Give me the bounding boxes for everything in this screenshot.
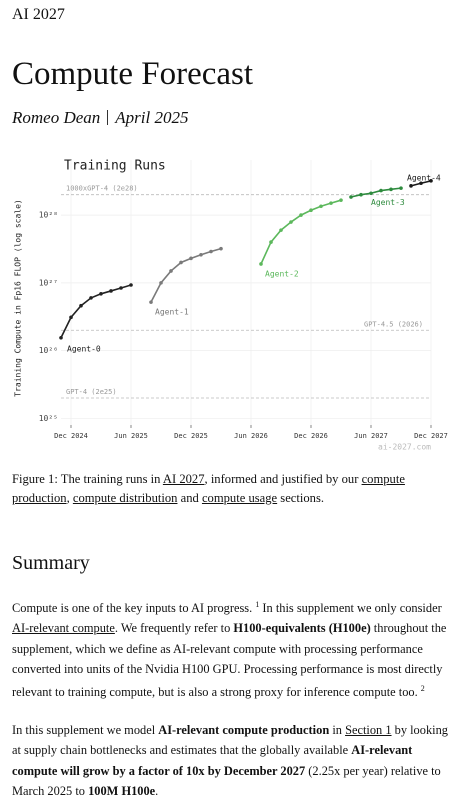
link[interactable]: compute usage: [201, 491, 278, 505]
series-label: Agent-3: [371, 198, 405, 207]
data-point: [189, 256, 193, 261]
x-tick-label: Jun 2025: [114, 432, 148, 440]
reference-label: GPT-4.5 (2026): [364, 320, 423, 328]
text-run[interactable]: 2: [420, 684, 425, 694]
data-point: [399, 186, 403, 190]
data-point: [359, 192, 363, 197]
series-label: Agent-1: [155, 308, 189, 317]
link[interactable]: Section 1: [345, 723, 392, 737]
x-tick-label: Jun 2026: [234, 432, 268, 440]
data-point: [389, 187, 393, 192]
chart-title: Training Runs: [64, 159, 166, 174]
series-line: [150, 247, 222, 303]
data-point: [129, 283, 133, 287]
data-point: [169, 269, 173, 273]
figure-caption: Figure 1: The training runs in AI 2027, …: [12, 470, 448, 508]
text-run: 100M H100e: [88, 783, 156, 798]
data-point: [69, 315, 73, 320]
data-point: [409, 184, 413, 188]
data-point: [259, 262, 263, 266]
y-tick-label: 10²⁵: [39, 414, 58, 423]
data-point: [209, 249, 213, 254]
paragraph: In this supplement we model AI-relevant …: [12, 720, 448, 801]
data-point: [59, 335, 63, 340]
text-run: Figure 1: The training runs in: [12, 472, 163, 486]
data-point: [299, 213, 303, 217]
data-point: [269, 240, 273, 244]
date: April 2025: [115, 108, 189, 127]
data-point: [419, 181, 423, 186]
text-run: In this supplement we model: [12, 723, 159, 737]
text-run: In this supplement we only consider: [259, 601, 442, 616]
series-line: [260, 199, 342, 265]
data-point: [379, 188, 383, 193]
data-point: [79, 303, 83, 308]
x-tick-label: Dec 2027: [414, 432, 448, 440]
text-run: and: [177, 491, 202, 505]
data-point: [329, 201, 333, 205]
data-point: [149, 300, 153, 304]
reference-label: 1000xGPT-4 (2e28): [66, 185, 138, 193]
data-point: [339, 198, 343, 202]
y-tick-label: 10²⁷: [39, 278, 58, 287]
data-point: [99, 291, 103, 296]
text-run: .: [155, 783, 159, 798]
data-point: [119, 286, 123, 290]
x-tick-label: Jun 2027: [354, 432, 388, 440]
link[interactable]: compute distribution: [72, 491, 178, 505]
x-tick-label: Dec 2026: [294, 432, 328, 440]
series-label: Agent-0: [67, 344, 101, 353]
data-point: [369, 191, 373, 196]
data-point: [279, 228, 283, 232]
x-tick-label: Dec 2024: [54, 432, 88, 440]
byline: Romeo Dean April 2025: [12, 108, 448, 128]
text-run: AI-relevant compute production: [158, 723, 330, 737]
separator: [107, 110, 109, 125]
series-line: [60, 284, 132, 339]
y-tick-label: 10²⁶: [39, 346, 58, 355]
data-point: [289, 220, 293, 224]
text-run: , informed and justified by our: [204, 472, 362, 486]
section-heading: Summary: [12, 552, 90, 574]
data-point: [309, 208, 313, 213]
data-point: [429, 179, 433, 183]
series-label: Agent-2: [265, 269, 299, 278]
data-point: [179, 260, 183, 265]
page-title: Compute Forecast: [12, 56, 254, 92]
watermark: ai-2027.com: [378, 443, 431, 452]
x-tick-label: Dec 2025: [174, 432, 208, 440]
text-run: sections.: [277, 491, 325, 505]
text-run: in: [329, 723, 346, 737]
y-tick-label: 10²⁸: [39, 211, 58, 220]
author: Romeo Dean: [12, 108, 101, 127]
text-run: AI-relevant compute will grow by a facto…: [12, 743, 413, 778]
text-run: throughout the supplement, which we defi…: [12, 621, 447, 700]
text-run: Compute is one of the key inputs to AI p…: [12, 601, 256, 616]
data-point: [159, 281, 163, 285]
data-point: [199, 252, 203, 257]
series-line: [350, 187, 402, 198]
text-run: ,: [66, 491, 73, 505]
paragraph: Compute is one of the key inputs to AI p…: [12, 595, 448, 703]
data-point: [109, 289, 113, 293]
link[interactable]: AI 2027: [162, 472, 205, 486]
y-axis-label: Training Compute in Fp16 FLOP (log scale…: [14, 199, 23, 396]
chart: Training Runs Training Compute in Fp16 F…: [14, 159, 448, 452]
text-run: . We frequently refer to: [114, 621, 234, 636]
link[interactable]: compute production: [12, 472, 405, 505]
text-run: H100-equivalents (H100e): [233, 621, 371, 636]
link[interactable]: AI-relevant compute: [12, 621, 115, 636]
site-name[interactable]: AI 2027: [12, 6, 65, 23]
data-point: [349, 195, 353, 199]
data-point: [219, 246, 223, 251]
series-label: Agent-4: [407, 173, 441, 182]
data-point: [89, 296, 93, 300]
reference-label: GPT-4 (2e25): [66, 388, 117, 396]
data-point: [319, 204, 323, 209]
text-run[interactable]: 1: [255, 600, 260, 609]
text-run: (2.25x per year) relative to March 2025 …: [12, 763, 441, 798]
text-run: by looking at supply chain bottlenecks a…: [12, 723, 448, 758]
